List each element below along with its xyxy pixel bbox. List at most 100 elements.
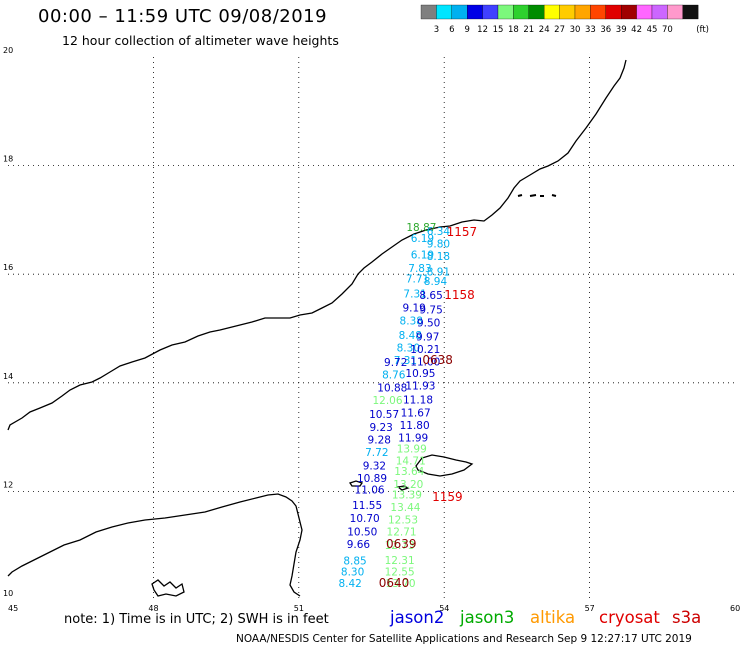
wave-height-value: 6.19 bbox=[411, 233, 434, 245]
wave-height-value: 10.50 bbox=[347, 526, 377, 538]
longitude-tick-label: 45 bbox=[8, 604, 18, 613]
wave-height-observations: 18.876.346.199.806.198.187.838.917.718.9… bbox=[338, 222, 450, 590]
legend-cryosat: cryosat bbox=[599, 608, 660, 627]
longitude-tick-label: 60 bbox=[730, 604, 740, 613]
wave-height-value: 9.97 bbox=[416, 331, 439, 343]
pass-time-label: 1158 bbox=[444, 288, 475, 302]
wave-height-value: 14.71 bbox=[396, 455, 426, 467]
wave-height-value: 7.31 bbox=[394, 355, 417, 367]
wave-height-value: 13.39 bbox=[392, 489, 422, 501]
colorscale-label: 24 bbox=[539, 25, 550, 35]
wave-height-value: 10.57 bbox=[369, 409, 399, 421]
wave-height-value: 13.99 bbox=[397, 443, 427, 455]
wave-height-value: 8.85 bbox=[343, 556, 366, 568]
colorscale-label: 30 bbox=[570, 25, 581, 35]
page-title: 00:00 – 11:59 UTC 09/08/2019 bbox=[38, 6, 328, 27]
footnote: note: 1) Time is in UTC; 2) SWH is in fe… bbox=[64, 612, 329, 627]
wave-height-value: 8.30 bbox=[397, 342, 420, 354]
latitude-tick-label: 12 bbox=[3, 480, 13, 489]
colorscale-label: 33 bbox=[585, 25, 596, 35]
legend-altika: altika bbox=[530, 608, 576, 627]
wave-height-value: 11.99 bbox=[398, 432, 428, 444]
wave-height-value: 7.83 bbox=[408, 263, 431, 275]
pass-time-label: 0638 bbox=[422, 353, 453, 367]
colorscale-swatch bbox=[682, 4, 699, 20]
wave-height-value: 8.48 bbox=[399, 330, 422, 342]
african-shore-fragment bbox=[151, 579, 185, 597]
legend-s3a: s3a bbox=[672, 608, 702, 627]
socotra-island bbox=[415, 454, 474, 477]
wave-height-value: 18.87 bbox=[406, 222, 436, 234]
darsa-island bbox=[396, 485, 410, 491]
latitude-tick-label: 20 bbox=[3, 46, 13, 55]
wave-height-value: 6.34 bbox=[427, 226, 451, 238]
wave-height-value: 10.89 bbox=[357, 473, 387, 485]
latitude-labels: 10 12 14 16 18 20 bbox=[3, 46, 13, 598]
wave-height-value: 8.42 bbox=[338, 578, 361, 590]
wave-height-value: 13.70 bbox=[386, 578, 416, 590]
longitude-tick-label: 48 bbox=[148, 604, 158, 613]
wave-height-value: 9.80 bbox=[427, 239, 450, 251]
wave-height-value: 8.94 bbox=[424, 276, 448, 288]
colorscale-label: 15 bbox=[493, 25, 504, 35]
wave-height-value: 8.30 bbox=[341, 567, 364, 579]
wave-height-value: 11.80 bbox=[400, 420, 430, 432]
latitude-tick-label: 18 bbox=[3, 155, 13, 164]
wave-height-value: 8.76 bbox=[382, 369, 406, 381]
wave-height-value: 6.19 bbox=[411, 249, 434, 261]
wave-height-value: 8.38 bbox=[400, 316, 423, 328]
pass-time-label: 1159 bbox=[432, 490, 463, 504]
map-subtitle: 12 hour collection of altimeter wave hei… bbox=[62, 33, 339, 48]
abd-al-kuri-island bbox=[348, 480, 364, 487]
colorscale-label: 18 bbox=[508, 25, 519, 35]
horn-of-africa-coast bbox=[7, 493, 303, 597]
wave-height-value: 9.72 bbox=[384, 357, 407, 369]
wave-height-value: 13.44 bbox=[390, 502, 420, 514]
wave-height-value: 12.55 bbox=[385, 567, 415, 579]
latitude-tick-label: 16 bbox=[3, 263, 13, 272]
wave-height-value: 12.53 bbox=[388, 514, 418, 526]
credit-line: NOAA/NESDIS Center for Satellite Applica… bbox=[236, 633, 692, 645]
wave-height-value: 7.72 bbox=[365, 447, 388, 459]
wave-height-value: 9.28 bbox=[368, 435, 391, 447]
longitude-labels: 45 48 51 54 57 60 bbox=[8, 604, 740, 613]
colorscale-label: 21 bbox=[523, 25, 534, 35]
kuria-muria-islands bbox=[517, 194, 557, 197]
latitude-tick-label: 14 bbox=[3, 372, 13, 381]
wave-height-value: 10.70 bbox=[350, 513, 380, 525]
wave-height-value: 12.71 bbox=[387, 526, 417, 538]
longitude-tick-label: 54 bbox=[439, 604, 449, 613]
wave-height-value: 9.75 bbox=[419, 304, 442, 316]
wave-height-colorscale: 3 6 9 12 15 18 21 24 27 30 33 36 39 42 45 70 (ft) bbox=[420, 4, 709, 35]
wave-height-value: 9.50 bbox=[417, 317, 440, 329]
wave-height-value: 9.19 bbox=[402, 303, 425, 315]
colorscale-unit: (ft) bbox=[696, 25, 709, 35]
colorscale-label: 42 bbox=[631, 25, 642, 35]
wave-height-value: 7.31 bbox=[403, 289, 426, 301]
wave-height-value: 7.71 bbox=[406, 273, 429, 285]
colorscale-label: 36 bbox=[600, 25, 611, 35]
wave-height-value: 11.67 bbox=[401, 407, 431, 419]
wave-height-value: 10.21 bbox=[410, 344, 440, 356]
pass-time-label: 0639 bbox=[386, 537, 417, 551]
pass-time-labels: 1157 1158 0638 1159 0639 0640 bbox=[379, 225, 477, 590]
wave-height-value: 9.32 bbox=[363, 461, 386, 473]
wave-height-value: 9.66 bbox=[347, 539, 371, 551]
colorscale-label: 39 bbox=[616, 25, 627, 35]
colorscale-label: 45 bbox=[647, 25, 658, 35]
legend-jason2: jason2 bbox=[390, 608, 445, 627]
colorscale-label: 9 bbox=[464, 25, 469, 35]
longitude-tick-label: 57 bbox=[585, 604, 595, 613]
legend-jason3: jason3 bbox=[460, 608, 515, 627]
pass-time-label: 0640 bbox=[379, 576, 410, 590]
wave-height-value: 13.64 bbox=[394, 466, 424, 478]
colorscale-label: 70 bbox=[662, 25, 673, 35]
wave-height-value: 10.95 bbox=[405, 368, 435, 380]
wave-height-value: 8.18 bbox=[427, 251, 450, 263]
wave-height-value: 12.06 bbox=[372, 395, 402, 407]
wave-height-value: 11.93 bbox=[405, 380, 435, 392]
wave-height-value: 9.23 bbox=[369, 422, 392, 434]
wave-height-value: 12.73 bbox=[385, 540, 415, 552]
wave-height-value: 11.18 bbox=[403, 394, 433, 406]
